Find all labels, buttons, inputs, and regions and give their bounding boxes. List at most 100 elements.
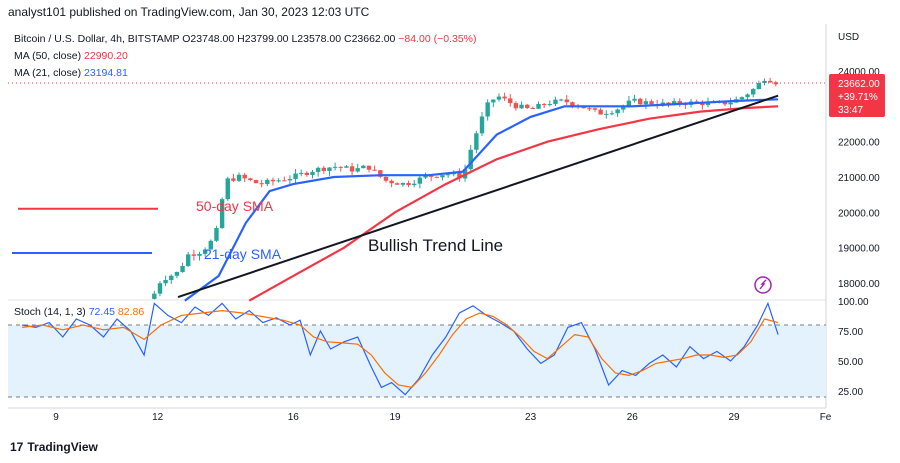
price-change: −84.00 (−0.35%) — [398, 33, 477, 45]
candle-body — [276, 180, 281, 182]
ohlc-values: O23748.00 H23799.00 L23578.00 C23662.00 — [182, 33, 396, 45]
candle-body — [389, 180, 394, 184]
candle-body — [287, 179, 293, 181]
candle-body — [536, 103, 541, 109]
candle-body — [762, 80, 767, 84]
candle-body — [468, 149, 473, 170]
candle-body — [406, 182, 411, 186]
time-tick-label: Fe — [820, 412, 832, 423]
candle-body — [265, 179, 270, 185]
price-tick-label: 19000.00 — [838, 244, 880, 255]
ma21-label[interactable]: MA (21, close) — [14, 67, 82, 79]
candle-body — [282, 180, 287, 182]
candle-body — [626, 100, 632, 106]
time-tick-label: 9 — [53, 412, 59, 423]
candle-body — [615, 109, 620, 114]
candle-body — [767, 80, 773, 83]
candle-body — [293, 173, 298, 180]
price-tag-change: +39.71% — [838, 92, 878, 103]
stoch-legend-row: Stoch (14, 1, 3) 72.45 82.86 — [14, 306, 144, 318]
candle-body — [553, 99, 558, 105]
candle-body — [570, 102, 575, 106]
candle-body — [496, 96, 502, 100]
price-tag-price: 23662.00 — [838, 79, 880, 90]
stoch-tick-label: 75.00 — [838, 327, 863, 338]
candle-body — [315, 167, 321, 172]
candle-body — [677, 101, 682, 105]
stoch-label[interactable]: Stoch (14, 1, 3) — [14, 306, 86, 318]
ma50-line — [248, 105, 779, 302]
candle-body — [502, 96, 507, 99]
bolt-icon — [759, 279, 767, 290]
candle-body — [423, 175, 428, 178]
candle-body — [756, 83, 762, 90]
ma21-legend-row: MA (21, close) 23194.81 — [14, 67, 128, 79]
annotation-21-day-sma: 21-day SMA — [204, 246, 282, 262]
candle-body — [558, 99, 564, 101]
candle-body — [592, 108, 598, 110]
candle-body — [638, 98, 643, 105]
candle-body — [474, 133, 479, 150]
candle-body — [186, 254, 191, 267]
candle-body — [202, 249, 208, 254]
candle-body — [219, 199, 225, 229]
tradingview-brand: TradingView — [27, 440, 98, 454]
candle-body — [169, 275, 174, 280]
candle-body — [745, 94, 750, 98]
candle-body — [722, 101, 728, 105]
candle-body — [157, 283, 163, 294]
candle-body — [361, 165, 366, 169]
candle-body — [180, 266, 185, 272]
candle-body — [417, 177, 423, 184]
candle-body — [671, 101, 677, 104]
candle-body — [236, 174, 242, 181]
tradingview-footer[interactable]: 17 TradingView — [10, 440, 98, 454]
candle-body — [598, 109, 603, 115]
candle-body — [366, 165, 372, 170]
candle-body — [739, 97, 745, 100]
candle-body — [208, 240, 214, 250]
indicator-flag-icon[interactable] — [754, 276, 772, 294]
candle-body — [152, 293, 157, 299]
tradingview-logo-icon: 17 — [10, 440, 24, 454]
candle-body — [530, 107, 536, 109]
candle-body — [609, 113, 615, 115]
candle-body — [378, 170, 383, 177]
candle-body — [332, 166, 338, 168]
candle-body — [259, 183, 264, 185]
candle-body — [299, 172, 304, 174]
candle-body — [666, 102, 671, 104]
bullish-trend-line[interactable] — [177, 94, 779, 299]
candle-body — [242, 174, 247, 179]
candle-body — [412, 183, 417, 186]
candle-body — [383, 176, 389, 181]
candle-body — [253, 180, 259, 184]
candle-body — [344, 166, 349, 168]
candle-body — [519, 104, 524, 109]
stoch-k-value: 72.45 — [88, 306, 115, 318]
stoch-band — [8, 325, 826, 397]
candle-body — [581, 106, 586, 109]
publish-header: analyst101 published on TradingView.com,… — [8, 5, 370, 19]
candle-body — [604, 113, 609, 115]
price-tick-label: 22000.00 — [838, 138, 880, 149]
candle-body — [231, 178, 236, 181]
annotation-50-day-sma: 50-day SMA — [196, 198, 274, 214]
candle-body — [649, 101, 654, 105]
candle-body — [728, 102, 733, 105]
symbol-legend-row: Bitcoin / U.S. Dollar, 4h, BITSTAMP O237… — [14, 33, 477, 45]
symbol-label[interactable]: Bitcoin / U.S. Dollar, 4h, BITSTAMP — [14, 33, 180, 45]
time-tick-label: 19 — [389, 412, 401, 423]
candle-body — [440, 175, 445, 178]
ma50-label[interactable]: MA (50, close) — [14, 50, 82, 62]
candle-body — [248, 178, 253, 181]
candle-body — [428, 175, 434, 177]
candle-body — [163, 279, 168, 284]
price-tick-label: 18000.00 — [838, 279, 880, 290]
stoch-tick-label: 100.00 — [838, 297, 869, 308]
price-tag-countdown: 33:47 — [838, 105, 863, 116]
candle-body — [525, 104, 530, 108]
stoch-tick-label: 25.00 — [838, 387, 863, 398]
candle-body — [751, 89, 756, 95]
